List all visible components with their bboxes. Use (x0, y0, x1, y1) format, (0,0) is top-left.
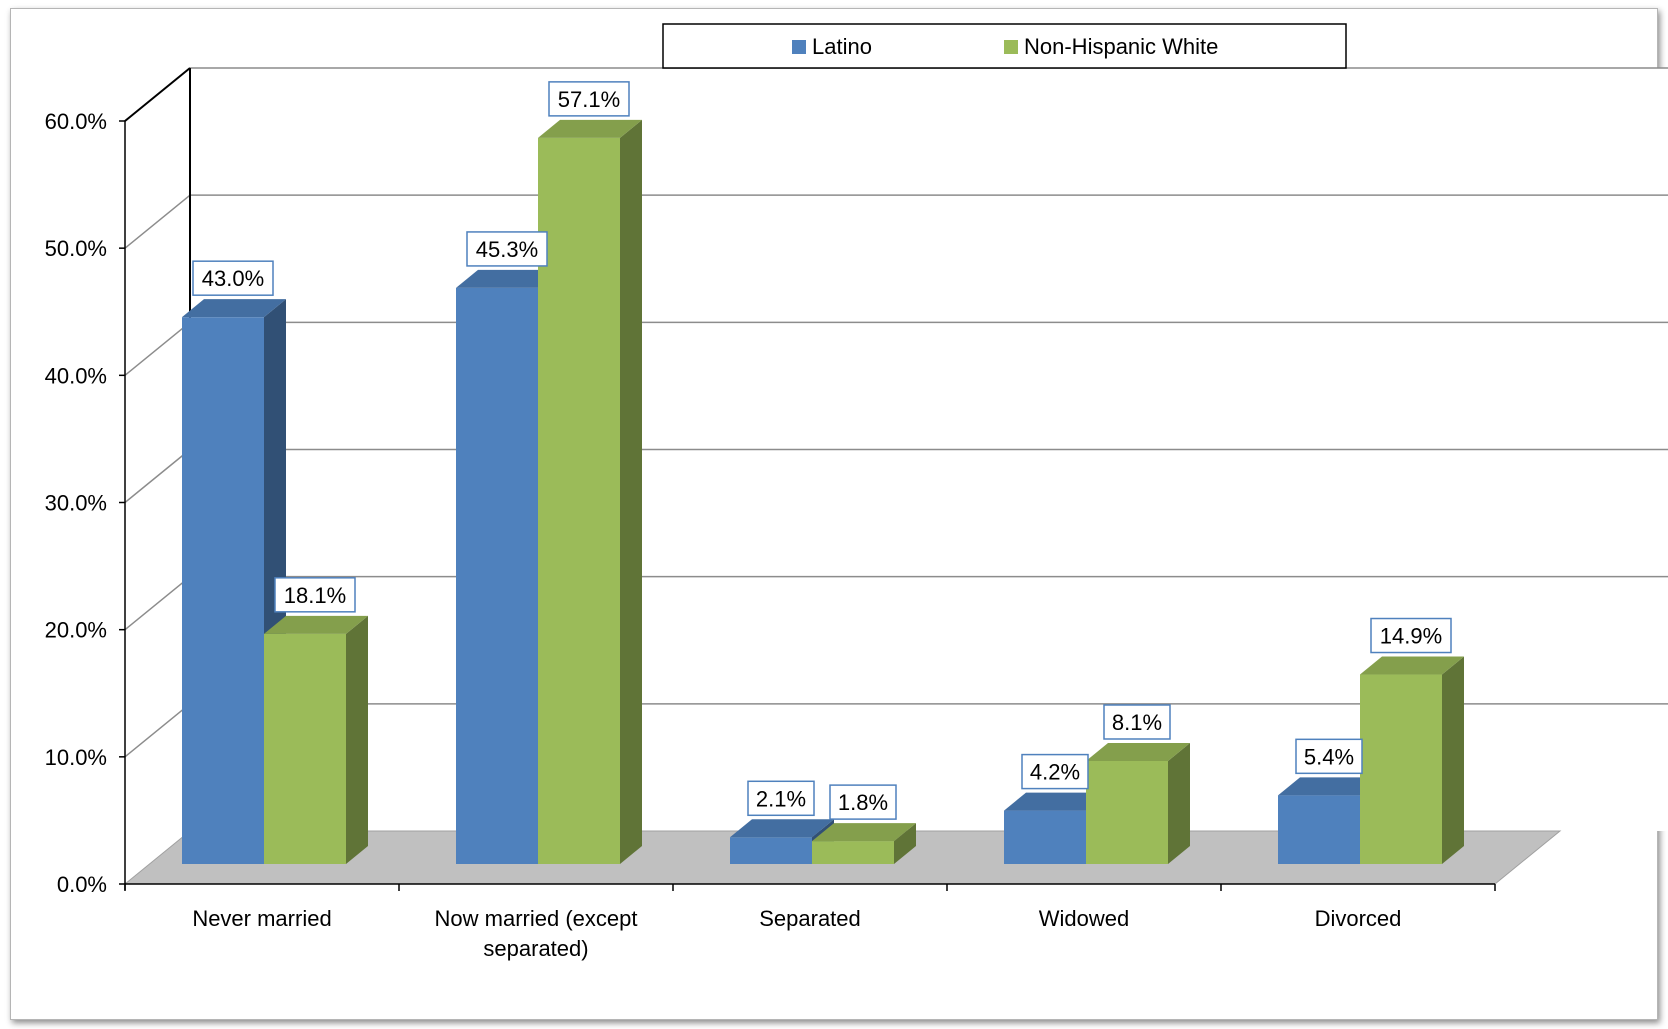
bar-front (812, 841, 894, 864)
data-label-text: 57.1% (558, 87, 620, 112)
legend-label-non-hispanic-white: Non-Hispanic White (1024, 34, 1218, 59)
data-label-box (1103, 704, 1171, 740)
data-label-box (1295, 738, 1363, 775)
gridline-side (124, 703, 191, 758)
bar-top (812, 823, 916, 842)
bar-top (182, 299, 286, 318)
axes: 0.0% 10.0% 20.0% 30.0% 40.0% 50.0% 60.0% Never … (45, 67, 1496, 961)
bar-front (456, 287, 538, 864)
data-label: 1.8% (829, 784, 897, 820)
data-label-text: 4.2% (1030, 760, 1080, 785)
bar-non-hispanic-white (264, 615, 368, 864)
data-label-box (192, 260, 274, 296)
bar-non-hispanic-white (1086, 742, 1190, 864)
data-label-text: 18.1% (284, 583, 346, 608)
y-tick-label: 30.0% (45, 491, 107, 516)
y-tick-label: 0.0% (57, 872, 107, 897)
y-tick-label: 20.0% (45, 618, 107, 643)
bar-top (730, 819, 834, 838)
bar-side (1442, 656, 1464, 864)
y-tick-label: 10.0% (45, 745, 107, 770)
gridline-side (124, 321, 191, 376)
bar-top (1278, 777, 1382, 796)
data-label-box (1370, 617, 1452, 654)
y-tick-label: 60.0% (45, 109, 107, 134)
bar-non-hispanic-white (812, 823, 916, 864)
data-label-box (747, 780, 815, 817)
bar-front (264, 633, 346, 864)
data-label-text: 45.3% (476, 237, 538, 262)
data-label: 5.4% (1295, 738, 1363, 775)
y-tick-label: 40.0% (45, 363, 107, 388)
y-tick-label: 50.0% (45, 236, 107, 261)
bar-non-hispanic-white (538, 119, 642, 865)
bar-side (620, 119, 642, 864)
bar-non-hispanic-white (1360, 656, 1464, 864)
data-label-text: 2.1% (756, 786, 806, 811)
data-label-box (274, 577, 356, 613)
bar-front (182, 317, 264, 864)
bar-front (1004, 810, 1086, 864)
bar-top (1086, 742, 1190, 761)
data-labels: 43.0% 18.1% 45.3% 57.1% 2.1% 1.8% 4.2% 8.1% 5.4%… (192, 81, 1452, 820)
bar-side (346, 615, 368, 864)
data-label: 14.9% (1370, 617, 1452, 654)
data-label-box (466, 231, 548, 267)
gridline-side (124, 576, 191, 631)
data-label-box (829, 784, 897, 820)
x-category-label: Widowed (1039, 906, 1129, 931)
legend-swatch-latino (792, 40, 806, 54)
data-label-text: 8.1% (1112, 710, 1162, 735)
bars (182, 119, 1464, 865)
data-label-text: 1.8% (838, 790, 888, 815)
bar-front (538, 137, 620, 865)
bar-top (1360, 656, 1464, 675)
side-wall-top-edge (124, 67, 191, 122)
gridline-side (124, 448, 191, 504)
data-label: 43.0% (192, 260, 274, 296)
bar-top (264, 615, 368, 634)
bar-front (1360, 674, 1442, 864)
data-label: 45.3% (466, 231, 548, 267)
data-label-box (1021, 753, 1089, 790)
bar-top (456, 269, 560, 288)
bar-top (538, 119, 642, 138)
x-category-label: Divorced (1315, 906, 1402, 931)
data-label: 18.1% (274, 577, 356, 613)
bar-front (1086, 760, 1168, 864)
data-label-text: 14.9% (1380, 624, 1442, 649)
x-category-label: Never married (192, 906, 331, 931)
bar-side (894, 823, 916, 864)
bar-front (1278, 795, 1360, 864)
bar-front (730, 837, 812, 864)
legend-label-latino: Latino (812, 34, 872, 59)
data-label: 57.1% (548, 81, 630, 117)
x-category-label: Separated (759, 906, 861, 931)
bar-side (1168, 742, 1190, 864)
gridline-side (124, 194, 191, 249)
bar-top (1004, 792, 1108, 811)
data-label-text: 5.4% (1304, 744, 1354, 769)
data-label: 2.1% (747, 780, 815, 817)
legend-swatch-non-hispanic-white (1004, 40, 1018, 54)
data-label: 8.1% (1103, 704, 1171, 740)
legend: Latino Non-Hispanic White (662, 23, 1347, 69)
data-label: 4.2% (1021, 753, 1089, 790)
data-label-box (548, 81, 630, 117)
x-category-label: Now married (except separated) (435, 906, 638, 961)
data-label-text: 43.0% (202, 266, 264, 291)
